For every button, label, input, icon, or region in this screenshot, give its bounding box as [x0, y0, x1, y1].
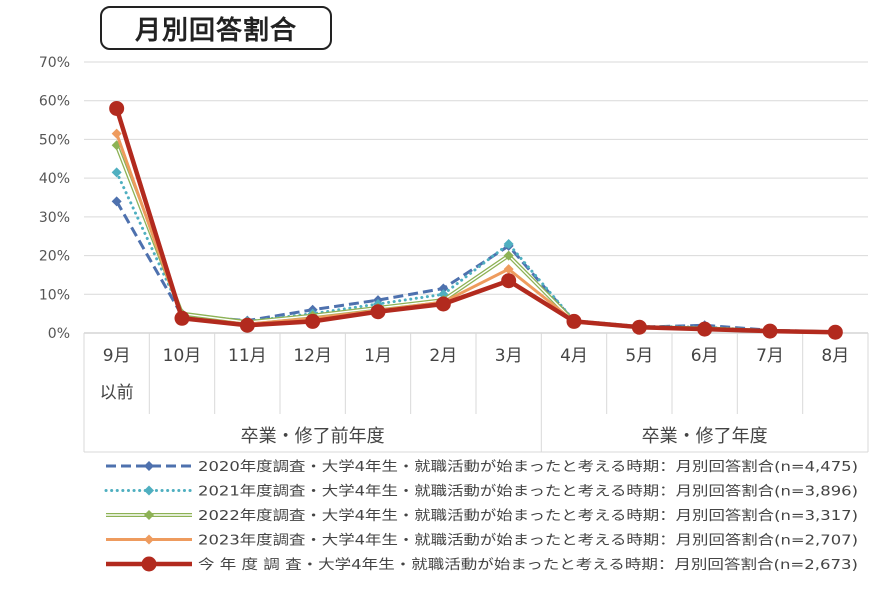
series-line [114, 144, 836, 335]
x-tick-label: 12月 [293, 346, 332, 366]
legend-layer: 2020年度調査・大学4年生・就職活動が始まったと考える時期：月別回答割合(n=… [104, 458, 858, 573]
x-tick-label: 1月 [364, 346, 392, 366]
data-point [501, 273, 517, 289]
data-point [438, 283, 449, 294]
y-tick-label: 20% [39, 249, 70, 265]
x-tick-label: 10月 [163, 346, 202, 366]
x-tick-label: 4月 [560, 346, 588, 366]
data-point [566, 313, 582, 329]
data-point [111, 128, 122, 139]
data-point [503, 250, 514, 261]
legend-item: 今 年 度 調 査・大学4年生・就職活動が始まったと考える時期：月別回答割合(n… [106, 556, 858, 573]
x-tick-label: 6月 [691, 346, 719, 366]
data-point [697, 321, 713, 337]
legend-label: 2021年度調査・大学4年生・就職活動が始まったと考える時期：月別回答割合(n=… [198, 483, 858, 500]
data-point [435, 296, 451, 312]
series-line-inner [116, 144, 836, 333]
series-line [114, 107, 836, 335]
series-layer [109, 100, 843, 340]
data-point [109, 100, 125, 116]
series [111, 196, 841, 337]
data-point [631, 319, 647, 335]
legend-label: 2020年度調査・大学4年生・就職活動が始まったと考える時期：月別回答割合(n=… [198, 458, 858, 475]
x-tick-label: 3月 [495, 346, 523, 366]
y-tick-label: 50% [39, 132, 70, 148]
chart-title: 月別回答割合 [100, 6, 332, 50]
data-point [144, 534, 154, 545]
data-point [174, 310, 190, 326]
x-group-label: 卒業・修了年度 [642, 426, 768, 447]
legend-item: 2020年度調査・大学4年生・就職活動が始まったと考える時期：月別回答割合(n=… [106, 458, 858, 475]
data-point [239, 317, 255, 333]
x-tick-label: 5月 [625, 346, 653, 366]
series [111, 167, 841, 338]
y-tick-label: 0% [48, 326, 70, 342]
x-group-label: 卒業・修了前年度 [241, 426, 385, 447]
data-point [141, 556, 157, 572]
x-tick-label: 9月 [103, 346, 131, 366]
data-point [370, 304, 386, 320]
y-tick-label: 40% [39, 171, 70, 187]
legend-label: 今 年 度 調 査・大学4年生・就職活動が始まったと考える時期：月別回答割合(n… [198, 556, 858, 573]
data-point [144, 485, 154, 496]
x-tick-label: 11月 [228, 346, 267, 366]
x-tick-sublabel: 以前 [100, 383, 134, 403]
legend-item: 2023年度調査・大学4年生・就職活動が始まったと考える時期：月別回答割合(n=… [106, 532, 858, 549]
series-line [115, 133, 836, 334]
legend-item: 2022年度調査・大学4年生・就職活動が始まったと考える時期：月別回答割合(n=… [106, 507, 858, 524]
data-point [111, 196, 122, 207]
x-tick-label: 7月 [756, 346, 784, 366]
data-point [144, 461, 154, 471]
data-point [827, 324, 843, 340]
legend-label: 2022年度調査・大学4年生・就職活動が始まったと考える時期：月別回答割合(n=… [198, 507, 858, 524]
y-tick-label: 10% [39, 287, 70, 303]
series-line [115, 170, 837, 334]
data-point [111, 167, 122, 178]
y-tick-label: 60% [39, 94, 70, 110]
series [111, 128, 841, 338]
x-tick-label: 8月 [821, 346, 849, 366]
series [111, 140, 841, 338]
y-tick-label: 70% [39, 55, 70, 71]
x-tick-label: 2月 [429, 346, 457, 366]
data-point [144, 510, 154, 520]
legend-label: 2023年度調査・大学4年生・就職活動が始まったと考える時期：月別回答割合(n=… [198, 532, 858, 549]
data-point [762, 323, 778, 339]
series [109, 100, 843, 340]
data-point [503, 238, 514, 249]
data-point [305, 313, 321, 329]
legend-item: 2021年度調査・大学4年生・就職活動が始まったと考える時期：月別回答割合(n=… [104, 483, 858, 500]
data-point [503, 264, 514, 275]
y-tick-label: 30% [39, 210, 70, 226]
series-line [115, 200, 836, 334]
